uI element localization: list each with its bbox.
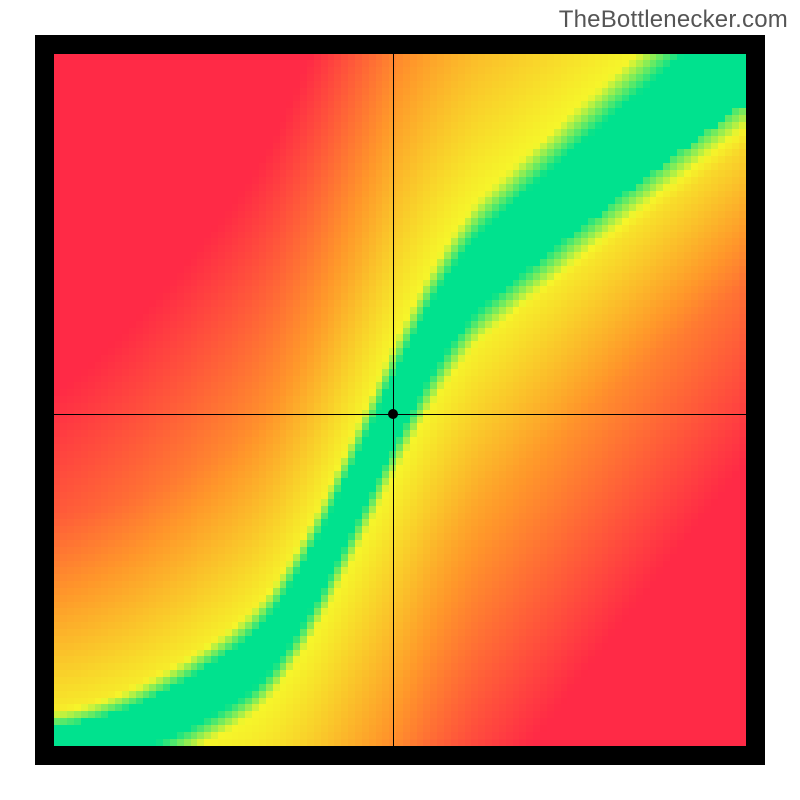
chart-frame bbox=[35, 35, 765, 765]
crosshair-horizontal bbox=[54, 414, 746, 415]
watermark-text: TheBottlenecker.com bbox=[559, 6, 788, 34]
crosshair-vertical bbox=[393, 54, 394, 746]
chart-container: TheBottlenecker.com bbox=[0, 0, 800, 800]
bottleneck-heatmap bbox=[54, 54, 746, 746]
data-point-marker bbox=[388, 409, 398, 419]
